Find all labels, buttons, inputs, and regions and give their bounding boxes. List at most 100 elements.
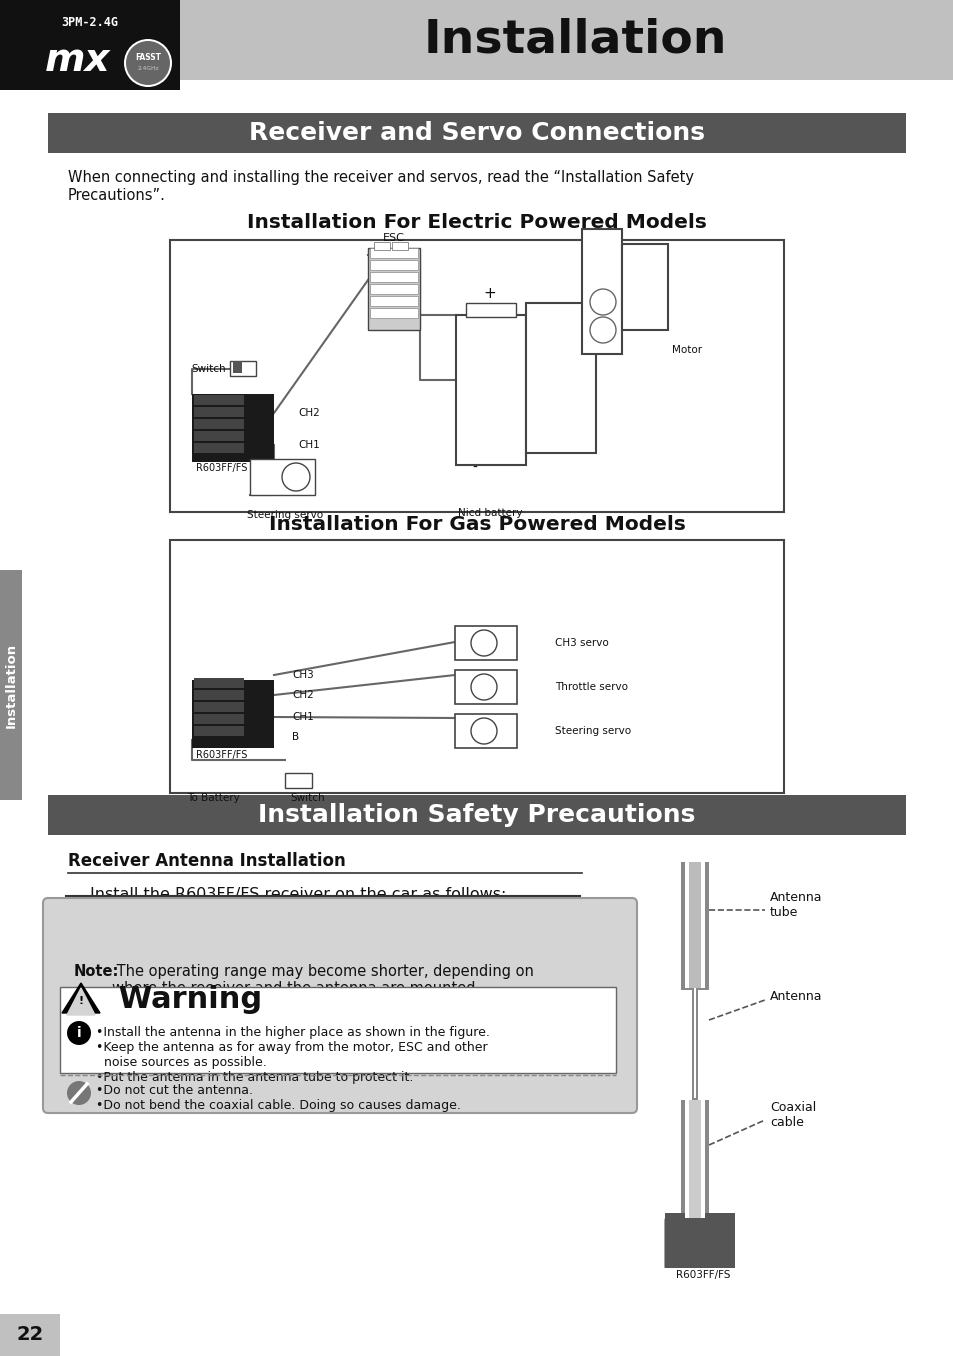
Text: Warning: Warning [108,986,262,1014]
Circle shape [126,41,170,85]
Text: CH2: CH2 [297,408,319,418]
Bar [370,260,417,270]
Text: ESC: ESC [383,233,404,243]
Text: Throttle servo: Throttle servo [555,682,627,692]
Bar [193,678,244,687]
Polygon shape [62,983,100,1013]
Text: Install the R603FF/FS receiver on the car as follows:: Install the R603FF/FS receiver on the ca… [90,887,506,902]
Bar [684,1100,704,1218]
Circle shape [471,717,497,744]
Bar [680,1100,708,1220]
Text: 2.4GHz: 2.4GHz [137,66,158,72]
Text: CH1: CH1 [297,439,319,450]
Text: Installation For Electric Powered Models: Installation For Electric Powered Models [247,213,706,232]
Circle shape [589,289,616,315]
Bar [370,296,417,306]
Text: •Do not cut the antenna.
•Do not bend the coaxial cable. Doing so causes damage.: •Do not cut the antenna. •Do not bend th… [96,1083,460,1112]
Bar [684,862,704,989]
Text: •Install the antenna in the higher place as shown in the figure.
•Keep the anten: •Install the antenna in the higher place… [96,1026,489,1083]
Bar [0,1314,60,1356]
Bar [193,443,244,453]
Bar [170,240,783,513]
Bar [691,982,698,1100]
Bar [193,715,244,724]
Text: FASST: FASST [135,53,161,62]
Circle shape [471,631,497,656]
Text: Antenna: Antenna [769,990,821,1002]
Bar [693,982,696,1098]
Bar [193,395,244,405]
Text: CH2: CH2 [292,690,314,700]
Circle shape [589,317,616,343]
Bar [370,248,417,258]
Bar [193,702,244,712]
Text: R603FF/FS: R603FF/FS [195,750,247,759]
Text: i: i [76,1026,81,1040]
Text: Installation Safety Precautions: Installation Safety Precautions [258,803,695,827]
Bar [192,679,274,749]
Text: -: - [472,461,476,475]
Bar [392,241,408,250]
Bar [60,987,616,1073]
Bar [193,725,244,736]
Text: B: B [292,732,299,742]
Bar [581,229,621,354]
Text: When connecting and installing the receiver and servos, read the “Installation S: When connecting and installing the recei… [68,170,693,184]
Text: !: ! [78,997,84,1006]
Bar [664,1214,734,1268]
Text: 22: 22 [16,1326,44,1345]
Text: Steering servo: Steering servo [247,510,323,519]
Text: CH1: CH1 [292,712,314,721]
Text: Coaxial
cable: Coaxial cable [769,1101,816,1130]
Bar [455,670,517,704]
Text: R603FF/FS: R603FF/FS [675,1271,729,1280]
Bar [193,690,244,700]
Bar [688,1100,700,1218]
Bar [285,773,312,788]
Text: To Battery: To Battery [187,793,239,803]
Circle shape [124,39,172,87]
Bar [455,626,517,660]
Circle shape [282,462,310,491]
Bar [455,715,517,749]
Text: Steering servo: Steering servo [555,725,631,736]
Text: Precautions”.: Precautions”. [68,188,166,203]
Bar [370,308,417,319]
Circle shape [471,674,497,700]
Text: R603FF/FS: R603FF/FS [195,462,247,473]
Text: Installation: Installation [5,643,17,728]
Bar [368,248,419,330]
Text: Switch: Switch [192,363,226,374]
Bar [230,361,255,376]
Bar [48,795,905,835]
Bar [193,407,244,418]
Bar [193,419,244,428]
Text: Installation For Gas Powered Models: Installation For Gas Powered Models [269,514,684,533]
Bar [465,302,516,317]
Text: CH3: CH3 [292,670,314,679]
Polygon shape [67,989,95,1016]
Text: Antenna
tube: Antenna tube [769,891,821,919]
Bar [680,862,708,990]
FancyBboxPatch shape [43,898,637,1113]
Bar [370,273,417,282]
Text: Installation: Installation [423,18,726,62]
Bar [233,361,242,373]
Bar [66,896,579,960]
Bar [48,113,905,153]
Bar [525,302,596,453]
Text: +: + [483,286,496,301]
Text: The operating range may become shorter, depending on
where the receiver and the : The operating range may become shorter, … [112,964,534,997]
Text: Switch: Switch [291,793,325,803]
Text: Note:: Note: [74,964,119,979]
Bar [374,241,390,250]
Text: Nicd battery: Nicd battery [457,508,521,518]
Bar [621,244,667,330]
Text: CH3 servo: CH3 servo [555,639,608,648]
Text: Receiver and Servo Connections: Receiver and Servo Connections [249,121,704,145]
Bar [0,0,953,80]
Bar [0,0,180,89]
Text: mx: mx [45,41,111,79]
Bar [193,431,244,441]
Bar [170,540,783,793]
